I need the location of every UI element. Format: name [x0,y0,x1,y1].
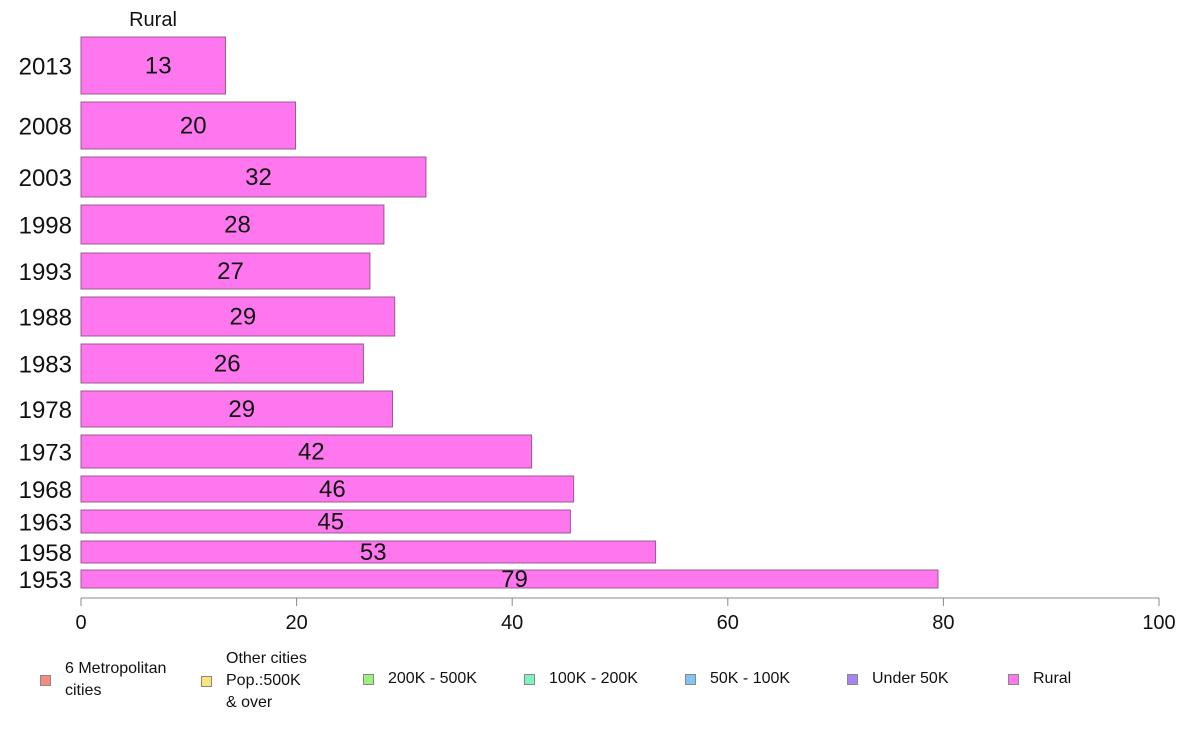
legend-item: 200K - 500K [363,668,477,690]
category-label-1988: 1988 [19,305,72,332]
legend: 6 Metropolitan cities Other cities Pop.:5… [0,648,1188,728]
legend-swatch [363,673,374,685]
category-label-2003: 2003 [19,165,72,192]
x-tick-label-60: 60 [717,612,739,634]
bar-1968 [80,475,575,503]
data-label-1998: 28 [224,212,251,239]
bar-1978 [80,390,394,428]
legend-label: Rural [1033,670,1072,687]
legend-swatch [847,673,858,685]
data-label-2008: 20 [180,113,207,140]
bar-1988 [80,296,396,337]
legend-item: 100K - 200K [524,668,638,690]
legend-label: Other cities Pop.:500K & over [226,650,307,711]
category-label-1978: 1978 [19,397,72,424]
legend-swatch [685,673,696,685]
legend-item: Under 50K [847,668,949,690]
data-label-1958: 53 [360,539,387,566]
legend-label: 100K - 200K [549,670,638,687]
data-label-2013: 13 [145,53,172,80]
x-tick-label-20: 20 [285,612,307,634]
data-label-1953: 79 [501,566,528,593]
bar-1953 [80,569,939,589]
data-label-1978: 29 [228,396,255,423]
bar-2003 [80,156,427,198]
category-label-2008: 2008 [19,114,72,141]
category-label-1953: 1953 [19,567,72,594]
bar-1998 [80,204,385,245]
data-label-1983: 26 [214,351,241,378]
x-tick-label-100: 100 [1142,612,1175,634]
legend-swatch [1008,673,1019,685]
bar-chart: Rural 13 2013 20 2008 32 2003 28 1998 27 1993 29 19… [19,9,1176,634]
legend-item: 6 Metropolitan cities [40,658,166,702]
legend-item: Rural [1008,668,1071,690]
category-label-1998: 1998 [19,213,72,240]
data-label-2003: 32 [245,164,272,191]
chart-title: Rural [129,9,177,31]
x-tick-label-0: 0 [75,612,86,634]
data-label-1993: 27 [217,258,244,285]
category-label-1968: 1968 [19,477,72,504]
category-label-1993: 1993 [19,259,72,286]
bar-1958 [80,540,657,564]
data-label-1968: 46 [319,476,346,503]
bar-2013 [80,36,226,95]
bar-1973 [80,434,533,469]
legend-label: 6 Metropolitan cities [65,660,167,699]
category-label-1963: 1963 [19,510,72,537]
legend-label: Under 50K [872,670,949,687]
bar-1993 [80,252,371,290]
category-label-1973: 1973 [19,440,72,467]
legend-swatch [40,674,51,686]
x-tick-label-80: 80 [932,612,954,634]
bar-1983 [80,343,364,384]
legend-swatch [524,673,535,685]
legend-item: 50K - 100K [685,668,790,690]
data-label-1963: 45 [317,509,344,536]
legend-label: 50K - 100K [710,670,791,687]
legend-label: 200K - 500K [388,670,477,687]
legend-item: Other cities Pop.:500K & over [201,648,307,714]
bar-1963 [80,509,571,534]
x-tick-label-40: 40 [501,612,523,634]
data-label-1988: 29 [229,304,256,331]
data-label-1973: 42 [298,439,325,466]
category-label-2013: 2013 [19,54,72,81]
category-label-1983: 1983 [19,352,72,379]
category-label-1958: 1958 [19,540,72,567]
bar-2008 [80,101,297,150]
legend-swatch [201,675,212,687]
